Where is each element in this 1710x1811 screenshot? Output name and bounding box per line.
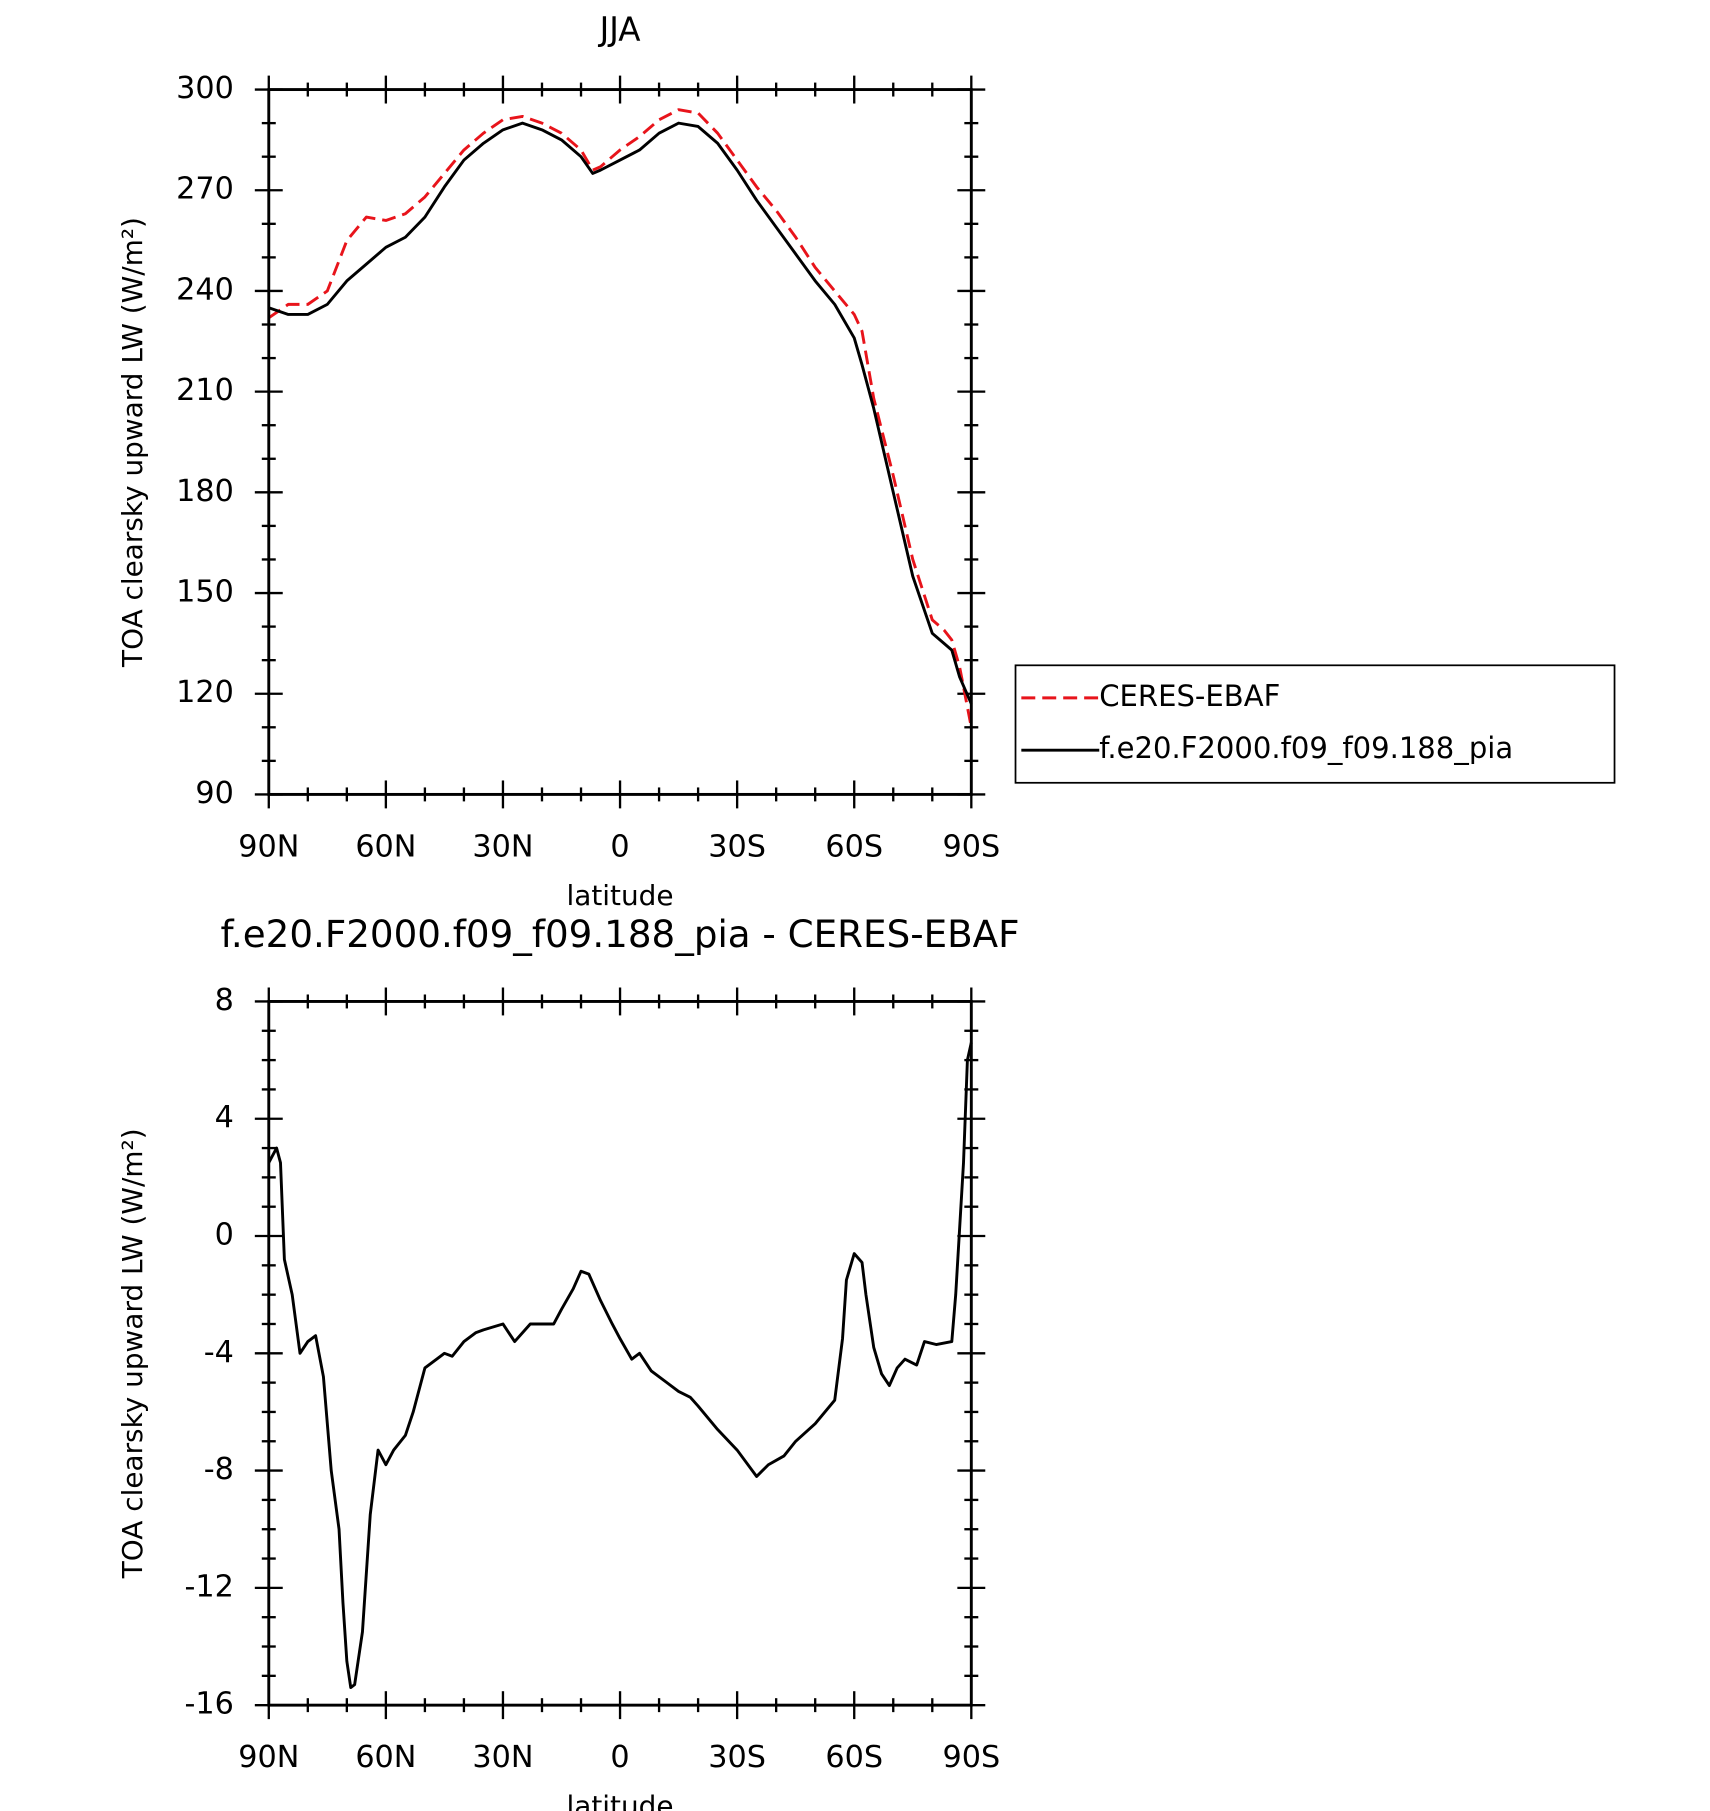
y-tick-label: 90 — [195, 776, 233, 811]
y-axis-label: TOA clearsky upward LW (W/m²) — [116, 1128, 149, 1579]
y-tick-label: 0 — [215, 1218, 234, 1253]
x-tick-label: 90N — [238, 1740, 299, 1775]
legend-label: f.e20.F2000.f09_f09.188_pia — [1099, 731, 1513, 765]
data-line — [268, 121, 973, 705]
plot-frame — [267, 88, 973, 796]
x-tick-label: 60N — [355, 1740, 416, 1775]
x-tick-label: 90N — [238, 829, 299, 864]
y-axis-label: TOA clearsky upward LW (W/m²) — [116, 217, 149, 668]
y-tick-label: 4 — [215, 1100, 234, 1135]
y-tick-label: 120 — [176, 675, 234, 710]
x-tick-label: 30S — [708, 1740, 766, 1775]
legend-box — [1014, 664, 1616, 784]
y-tick-label: 270 — [176, 172, 234, 207]
x-tick-label: 90S — [942, 1740, 1000, 1775]
y-tick-label: 150 — [176, 575, 234, 610]
y-tick-label: -12 — [184, 1569, 233, 1604]
y-tick-label: 300 — [176, 71, 234, 106]
y-tick-label: 210 — [176, 373, 234, 408]
legend-label: CERES-EBAF — [1099, 679, 1280, 713]
x-axis-label: latitude — [567, 1790, 674, 1811]
y-tick-label: 240 — [176, 272, 234, 307]
x-tick-label: 60S — [825, 829, 883, 864]
plot-frame — [267, 1000, 973, 1707]
x-tick-label: 90S — [942, 829, 1000, 864]
x-axis-label: latitude — [567, 879, 674, 912]
x-tick-label: 30N — [472, 829, 533, 864]
y-tick-label: 8 — [215, 983, 234, 1018]
chart-title: JJA — [598, 10, 641, 48]
y-tick-label: -8 — [204, 1452, 234, 1487]
data-line — [267, 1042, 973, 1690]
y-tick-label: -16 — [184, 1687, 233, 1722]
data-line — [267, 108, 973, 728]
x-tick-label: 60N — [355, 829, 416, 864]
chart-title: f.e20.F2000.f09_f09.188_pia - CERES-EBAF — [221, 912, 1020, 956]
x-tick-label: 0 — [610, 829, 629, 864]
x-tick-label: 0 — [610, 1740, 629, 1775]
x-tick-label: 30N — [472, 1740, 533, 1775]
y-tick-label: 180 — [176, 474, 234, 509]
x-tick-label: 60S — [825, 1740, 883, 1775]
x-tick-label: 30S — [708, 829, 766, 864]
y-tick-label: -4 — [204, 1335, 234, 1370]
